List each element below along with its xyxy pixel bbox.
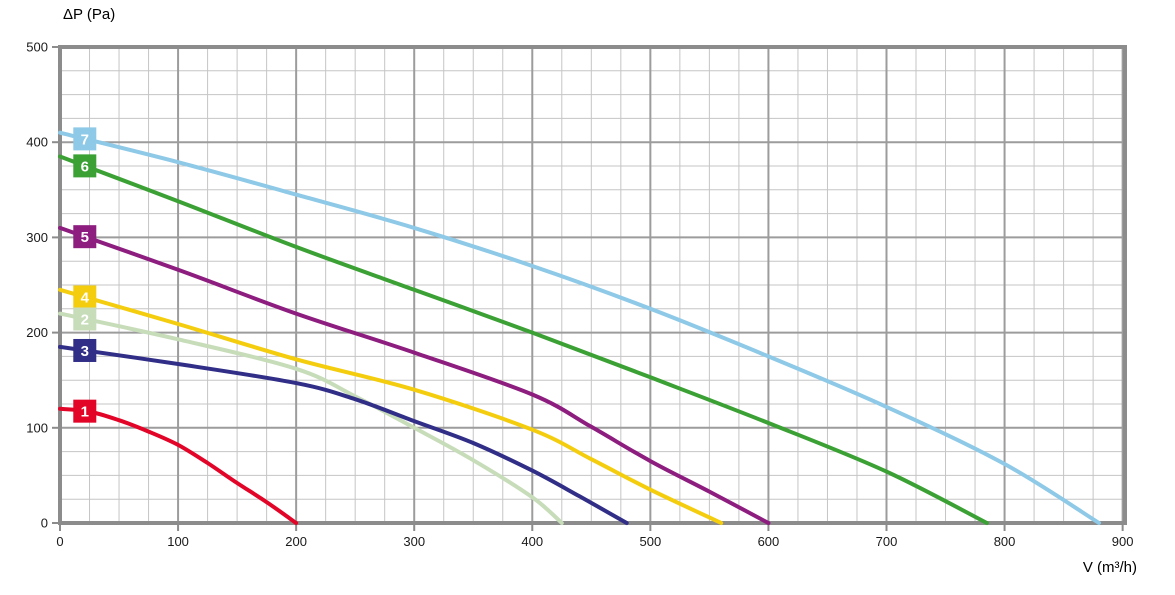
svg-text:600: 600 xyxy=(758,534,780,549)
svg-text:6: 6 xyxy=(81,158,89,175)
curve-4 xyxy=(58,287,724,525)
svg-text:1: 1 xyxy=(81,404,89,421)
svg-text:300: 300 xyxy=(403,534,425,549)
plot-frame xyxy=(58,45,1127,525)
curve-label-2: 2 xyxy=(73,307,97,331)
axis-ticks xyxy=(52,46,1124,531)
svg-text:100: 100 xyxy=(26,420,48,435)
x-tick-labels: 0 100 200 300 400 500 600 700 800 900 xyxy=(56,534,1133,549)
svg-text:900: 900 xyxy=(1112,534,1134,549)
svg-text:5: 5 xyxy=(81,229,89,246)
svg-text:200: 200 xyxy=(285,534,307,549)
curve-label-4: 4 xyxy=(73,285,97,309)
svg-text:700: 700 xyxy=(876,534,898,549)
svg-text:300: 300 xyxy=(26,230,48,245)
curve-label-7: 7 xyxy=(73,127,97,151)
curve-label-1: 1 xyxy=(73,399,97,423)
svg-text:100: 100 xyxy=(167,534,189,549)
curve-1 xyxy=(58,406,299,525)
x-axis-title: V (m³/h) xyxy=(1082,559,1137,576)
svg-text:200: 200 xyxy=(26,325,48,340)
grid-major xyxy=(60,47,1125,523)
svg-text:3: 3 xyxy=(81,343,89,360)
svg-text:4: 4 xyxy=(81,289,90,306)
curve-2 xyxy=(58,311,564,525)
svg-text:0: 0 xyxy=(41,516,48,531)
grid-minor xyxy=(60,47,1125,523)
curve-7 xyxy=(58,130,1101,525)
svg-text:2: 2 xyxy=(81,311,89,328)
curve-label-6: 6 xyxy=(73,154,97,178)
svg-text:400: 400 xyxy=(521,534,543,549)
y-axis-title: ΔP (Pa) xyxy=(63,6,116,23)
svg-text:400: 400 xyxy=(26,135,48,150)
svg-text:800: 800 xyxy=(994,534,1016,549)
svg-text:0: 0 xyxy=(56,534,63,549)
y-tick-labels: 0 100 200 300 400 500 xyxy=(26,40,48,531)
curve-3 xyxy=(58,344,629,525)
curve-6 xyxy=(58,154,989,525)
curve-5 xyxy=(58,225,771,525)
curve-label-5: 5 xyxy=(73,225,97,249)
svg-text:7: 7 xyxy=(81,131,89,148)
svg-text:500: 500 xyxy=(26,40,48,55)
curve-label-3: 3 xyxy=(73,338,97,362)
svg-text:500: 500 xyxy=(640,534,662,549)
